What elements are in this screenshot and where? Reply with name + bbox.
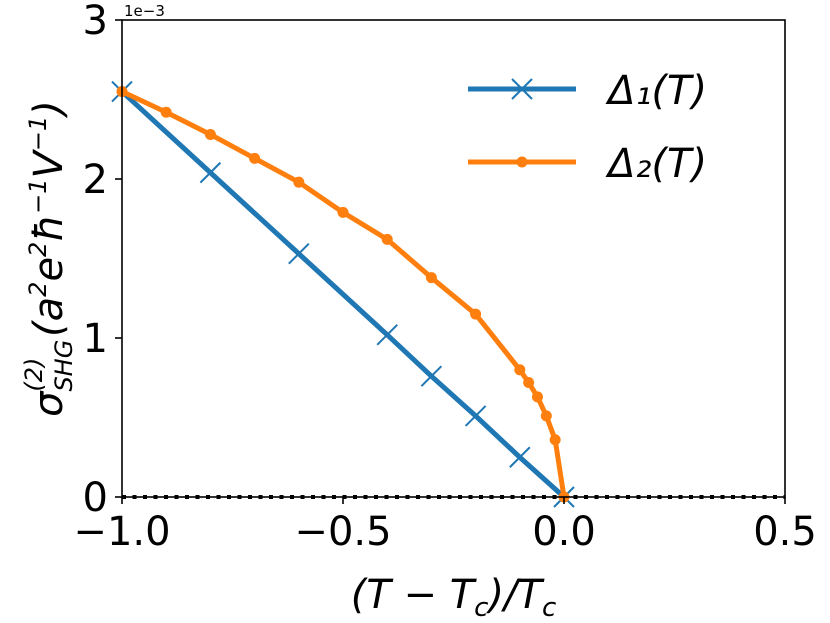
ticks-layer: −1.0 −0.5 0.0 0.5 0 1 2 3 bbox=[73, 0, 816, 555]
series-2-point bbox=[514, 364, 526, 376]
series-1-point bbox=[420, 365, 443, 387]
axes-frame bbox=[121, 19, 786, 498]
y-tick-label: 2 bbox=[83, 157, 108, 203]
series-2-point bbox=[549, 434, 561, 446]
legend-entry-1: Δ₁(T) bbox=[468, 68, 707, 114]
x-tick-label: −0.5 bbox=[294, 509, 391, 555]
legend-label: Δ₁(T) bbox=[605, 68, 707, 114]
x-tick-label: 0.0 bbox=[532, 509, 596, 555]
x-tick-label: −1.0 bbox=[73, 509, 170, 555]
series-2-point bbox=[249, 152, 261, 164]
series-line-1 bbox=[120, 89, 566, 499]
series-2-point bbox=[204, 128, 216, 140]
series-1-point bbox=[509, 446, 531, 468]
x-axis-label: (T − Tc)/Tc bbox=[351, 572, 557, 623]
series-2-point bbox=[160, 106, 172, 118]
y-tick-label: 0 bbox=[83, 475, 108, 521]
legend-entry-2: Δ₂(T) bbox=[468, 141, 707, 187]
series-2-point bbox=[531, 391, 543, 403]
series-1-point bbox=[288, 243, 310, 265]
y-axis-label: σSHG(2) (a2e2ħ−1V−1) bbox=[20, 100, 78, 417]
y-tick-label: 3 bbox=[83, 0, 108, 44]
x-tick-label: 0.5 bbox=[753, 509, 817, 555]
legend-label: Δ₂(T) bbox=[605, 141, 707, 187]
y-tick-label: 1 bbox=[83, 316, 108, 362]
series-2-point bbox=[523, 377, 535, 389]
series-2-point bbox=[470, 308, 482, 320]
legend: Δ₁(T) Δ₂(T) bbox=[468, 68, 707, 187]
series-2-point bbox=[293, 176, 305, 188]
series-1-point bbox=[376, 324, 398, 346]
series-2-point bbox=[337, 206, 349, 218]
series-2-point bbox=[425, 272, 437, 284]
series-1-point bbox=[464, 405, 487, 427]
series-layer bbox=[111, 80, 575, 508]
series-2-point bbox=[540, 410, 552, 422]
series-2-point bbox=[381, 233, 393, 245]
y-offset-label: 1e−3 bbox=[124, 2, 165, 20]
series-1-point bbox=[199, 161, 222, 184]
